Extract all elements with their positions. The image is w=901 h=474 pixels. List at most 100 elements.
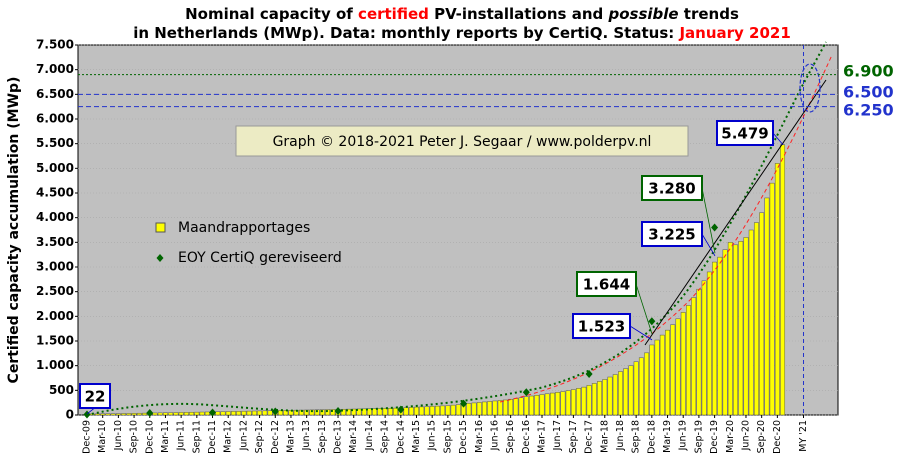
y-tick-label: 5.500: [36, 136, 74, 150]
bar: [523, 396, 529, 416]
bar: [476, 402, 482, 416]
bar: [659, 334, 665, 416]
bar: [220, 411, 226, 416]
bar: [534, 395, 540, 416]
x-tick-label: Sep-13: [317, 420, 328, 453]
bar: [544, 393, 550, 416]
x-tick-label: MY '21: [798, 420, 809, 452]
x-tick-label: Dec-09: [82, 420, 93, 454]
legend-label: Maandrapportages: [178, 220, 310, 236]
bar: [115, 413, 121, 416]
bar: [570, 389, 576, 416]
x-tick-label: Jun-13: [301, 420, 312, 451]
bar: [550, 392, 555, 416]
x-tick-label: Jun-16: [489, 420, 500, 451]
bar: [518, 397, 524, 416]
bar: [445, 405, 451, 416]
y-tick-label: 6.000: [36, 112, 74, 126]
bar: [429, 406, 435, 416]
bar: [100, 413, 106, 416]
reference-label: 6.500: [843, 83, 894, 102]
x-tick-label: Mar-16: [474, 420, 485, 453]
bar: [712, 261, 718, 416]
bar: [764, 197, 770, 416]
x-tick-label: Mar-20: [725, 420, 736, 453]
x-tick-label: Jun-12: [238, 420, 249, 451]
y-tick-label: 500: [49, 383, 74, 397]
bar: [105, 413, 111, 416]
bar: [163, 412, 168, 416]
bar: [95, 413, 100, 416]
bar: [382, 408, 388, 416]
x-tick-label: Jun-15: [427, 420, 438, 451]
bar: [157, 412, 163, 416]
bar: [727, 242, 733, 416]
subtitle-part: January 2021: [678, 24, 790, 42]
bar: [696, 288, 702, 416]
x-tick-label: Sep-10: [129, 420, 140, 453]
reference-label: 6.250: [843, 101, 894, 120]
bar: [466, 403, 472, 416]
bar: [529, 395, 534, 416]
bar: [455, 404, 461, 416]
annotation-label: 1.523: [578, 318, 625, 336]
bar: [121, 413, 127, 416]
bar: [361, 408, 367, 416]
subtitle-part: in Netherlands (MWp). Data: monthly repo…: [133, 24, 679, 42]
bar: [419, 406, 425, 416]
bar: [204, 411, 210, 416]
x-tick-label: Jun-18: [615, 420, 626, 451]
x-tick-label: Dec-15: [458, 420, 469, 454]
bar: [267, 410, 273, 416]
annotation-box: [716, 120, 774, 146]
x-tick-label: Dec-16: [521, 420, 532, 454]
scatter-point: [460, 399, 468, 408]
x-tick-label: Mar-17: [537, 420, 548, 453]
x-tick-label: Dec-12: [270, 420, 281, 454]
bar: [387, 408, 393, 416]
bar: [733, 244, 738, 416]
bar: [434, 405, 440, 416]
x-tick-label: Dec-17: [584, 420, 595, 454]
bar: [618, 371, 623, 416]
bar: [482, 401, 487, 416]
x-tick-label: Dec-10: [144, 420, 155, 454]
annotation-box: [641, 221, 703, 247]
bar: [424, 406, 430, 416]
annotation-label: 3.225: [648, 226, 695, 244]
annotation-box: [572, 313, 631, 339]
x-tick-label: Sep-17: [568, 420, 579, 453]
x-tick-label: Sep-15: [442, 420, 453, 453]
annotation-leader: [635, 283, 653, 335]
x-tick-label: Dec-19: [709, 420, 720, 454]
ellipse: [799, 63, 821, 113]
title-part: certified: [358, 5, 429, 23]
annotation-box: [641, 175, 703, 201]
legend-label: EOY CertiQ gereviseerd: [178, 250, 342, 266]
bar: [246, 410, 252, 416]
x-tick-label: Sep-12: [254, 420, 265, 453]
bar: [706, 271, 712, 416]
x-tick-label: Dec-18: [646, 420, 657, 454]
scatter-point: [334, 407, 342, 416]
bar: [257, 410, 263, 416]
y-tick-label: 6.500: [36, 87, 74, 101]
bar: [497, 400, 503, 416]
x-tick-label: Dec-13: [333, 420, 344, 454]
y-tick-label: 2.000: [36, 309, 74, 323]
bar: [278, 410, 283, 416]
x-tick-label: Sep-14: [380, 420, 391, 453]
bar: [393, 407, 399, 416]
y-tick-label: 2.500: [36, 284, 74, 298]
bar: [325, 409, 331, 416]
y-tick-label: 4.500: [36, 186, 74, 200]
bar: [487, 401, 493, 416]
bar: [628, 365, 634, 416]
legend-swatch: [156, 254, 164, 262]
x-tick-label: Jun-11: [176, 420, 187, 451]
bar: [330, 409, 336, 416]
bar: [513, 398, 519, 416]
x-tick-label: Mar-12: [223, 420, 234, 453]
x-tick-label: Jun-20: [740, 420, 751, 451]
